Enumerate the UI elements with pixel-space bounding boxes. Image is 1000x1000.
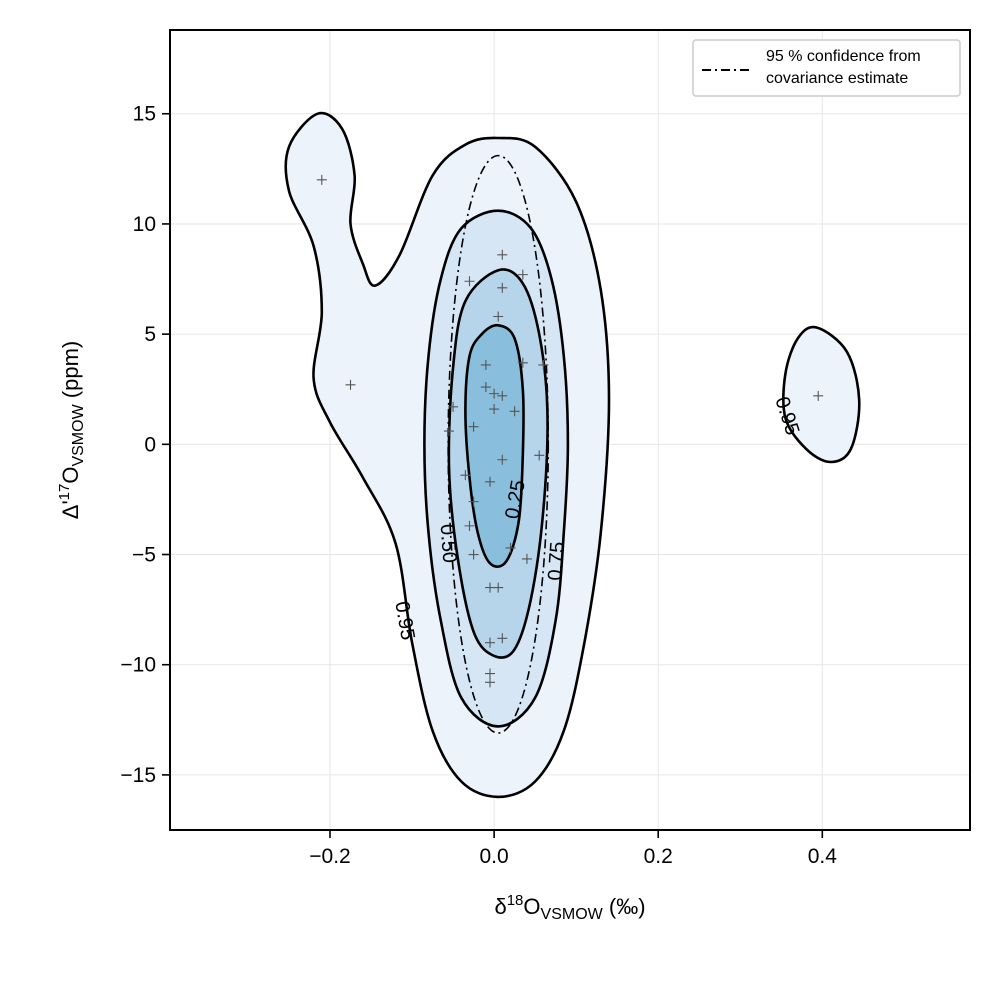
data-point — [468, 496, 479, 507]
data-point — [534, 450, 545, 461]
y-axis-title-main: O — [58, 467, 83, 484]
data-point — [489, 404, 500, 415]
data-point — [493, 582, 504, 593]
confidence-ellipse-layer — [447, 154, 550, 734]
data-point — [468, 549, 479, 560]
data-point — [464, 276, 475, 287]
y-axis-title-sup: 17 — [56, 484, 73, 501]
legend-label-line-2: covariance estimate — [766, 70, 908, 87]
x-axis-title-main: O — [523, 894, 540, 919]
y-axis-title-sub: VSMOW — [70, 403, 87, 466]
confidence-ellipse — [447, 154, 550, 734]
legend-box — [692, 39, 961, 97]
data-point — [460, 470, 471, 481]
y-tick-label: −15 — [120, 764, 156, 787]
x-tick-label: 0.2 — [644, 845, 673, 868]
data-point — [497, 249, 508, 260]
y-tick-label: 5 — [144, 323, 156, 346]
data-point — [480, 359, 491, 370]
contour-label: 0.75 — [544, 541, 569, 581]
data-point — [485, 668, 495, 679]
plot-frame — [169, 29, 971, 831]
scatter-points — [316, 174, 824, 688]
data-point — [493, 311, 504, 322]
y-axis-title: Δ'17OVSMOW (ppm) — [56, 341, 87, 520]
legend: 95 % confidence from covariance estimate — [692, 39, 961, 97]
contour-0-25 — [464, 323, 525, 568]
data-point — [448, 401, 459, 412]
data-point — [538, 359, 549, 370]
data-point — [497, 454, 508, 465]
x-tick-label: 0.0 — [480, 845, 509, 868]
data-point — [497, 390, 508, 401]
contour-label: 0.50 — [436, 523, 461, 563]
data-point — [521, 553, 532, 564]
x-tick-label: 0.4 — [808, 845, 838, 868]
data-point — [813, 390, 824, 401]
data-point — [345, 379, 356, 390]
data-point — [497, 282, 508, 293]
x-axis-title-sup: 18 — [507, 892, 524, 909]
x-tick-label: −0.2 — [309, 845, 350, 868]
data-point — [468, 421, 479, 432]
y-tick-label: −10 — [120, 654, 156, 677]
data-point — [505, 542, 516, 553]
y-axis-title-base: Δ' — [58, 500, 83, 519]
data-point — [316, 174, 327, 185]
data-point — [509, 406, 520, 417]
x-axis-title-sub: VSMOW — [541, 906, 604, 923]
y-tick-label: 15 — [133, 103, 156, 126]
y-tick-label: −5 — [132, 544, 156, 567]
contour-0-95 — [782, 325, 861, 464]
x-axis-title-base: δ — [494, 894, 506, 919]
data-point — [517, 269, 528, 280]
data-point — [485, 677, 495, 688]
contour-layer — [284, 111, 861, 799]
data-point — [480, 382, 491, 393]
data-point — [485, 637, 495, 648]
data-point — [517, 357, 528, 368]
data-point — [464, 520, 475, 531]
y-tick-label: 10 — [133, 213, 156, 236]
data-point — [489, 388, 500, 399]
legend-label-line-1: 95 % confidence from — [766, 48, 921, 65]
x-axis-title: δ18OVSMOW (‰) — [494, 892, 645, 923]
x-axis-title-unit: (‰) — [603, 894, 646, 919]
axis-ticks: −0.2 0.0 0.2 0.4 15 10 5 0 −5 −10 −15 — [120, 103, 837, 868]
y-axis-title-unit: (ppm) — [58, 341, 83, 405]
y-tick-label: 0 — [144, 433, 156, 456]
data-point — [497, 633, 508, 644]
data-point — [485, 476, 495, 487]
data-point — [443, 426, 454, 437]
